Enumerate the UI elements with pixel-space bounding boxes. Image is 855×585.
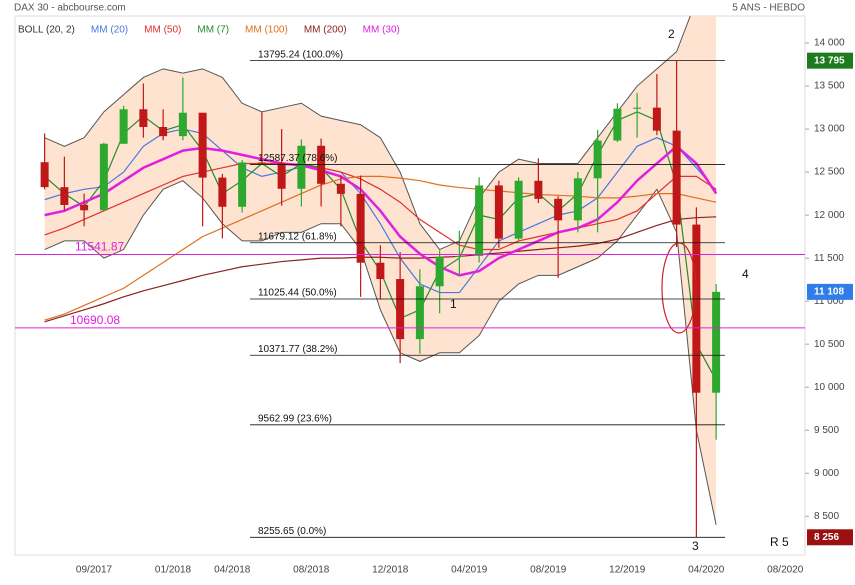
chart-title: DAX 30 - abcbourse.com [14,3,126,14]
x-tick-label: 12/2019 [609,565,646,576]
candle-body [336,183,345,194]
candle-body [40,162,49,188]
fib-label: 11025.44 (50.0%) [258,288,337,299]
x-tick-label: 08/2019 [530,565,567,576]
candle-body [376,262,385,280]
h-line-label: 11541.87 [75,240,124,254]
y-tick-label: 9 500 [814,425,839,436]
price-badge [807,52,853,69]
price-badge-label: 8 256 [814,532,839,543]
candle-body [277,163,286,189]
legend-entry: MM (50) [144,25,181,36]
bollinger-upper [44,16,691,251]
moving-average [44,144,718,277]
candle-body [415,286,424,340]
candle-body [534,180,543,199]
y-tick-label: 10 000 [814,382,845,393]
candle-body [139,109,148,128]
candle-body [633,107,642,109]
candle-body [554,198,563,221]
legend-entry: MM (200) [304,25,347,36]
y-tick-label: 13 500 [814,81,845,92]
candle-body [435,256,444,287]
candle-body [178,112,187,137]
candle-body [60,187,69,205]
candle-body [652,107,661,131]
price-badge [807,529,853,546]
y-tick-label: 10 500 [814,339,845,350]
bollinger-lower [44,180,717,525]
candle-body [198,112,207,178]
candle-body [99,143,108,211]
chart-subtitle: 5 ANS - HEBDO [732,3,805,14]
legend-entry: MM (30) [363,25,400,36]
candle-body [672,130,681,225]
candle-body [593,140,602,179]
candle-body [455,255,464,257]
x-tick-label: 09/2017 [76,565,113,576]
price-badge [807,283,853,300]
candle-body [119,109,128,144]
candle-body [396,279,405,340]
y-tick-label: 12 500 [814,167,845,178]
x-tick-label: 08/2020 [767,565,804,576]
fib-label: 13795.24 (100.0%) [258,49,343,60]
candle-body [297,145,306,189]
y-tick-label: 11 500 [814,253,844,264]
x-tick-label: 08/2018 [293,565,330,576]
candle-body [356,193,365,263]
annotation: 3 [692,539,699,553]
candle-body [238,162,247,207]
fib-label: 11679.12 (61.8%) [258,231,337,242]
moving-average [44,175,717,321]
fib-label: 10371.77 (38.2%) [258,344,338,355]
candle-body [218,177,227,207]
moving-average [44,128,717,294]
y-tick-label: 11 000 [814,296,844,307]
fib-label: 9562.99 (23.6%) [258,413,332,424]
x-tick-label: 04/2020 [688,565,725,576]
candle-body [257,162,266,164]
y-tick-label: 13 000 [814,124,845,135]
x-tick-label: 04/2018 [214,565,251,576]
x-tick-label: 01/2018 [155,565,192,576]
candle-body [573,178,582,221]
h-line-label: 10690.08 [70,313,120,327]
y-tick-label: 12 000 [814,210,845,221]
moving-average [44,162,717,251]
legend-entry: BOLL (20, 2) [18,25,75,36]
candle-body [159,127,168,137]
fib-label: 8255.65 (0.0%) [258,526,326,537]
fib-label: 12587.37 (78.6%) [258,153,338,164]
legend-entry: MM (100) [245,25,288,36]
annotation: 4 [742,267,749,281]
candle-body [613,108,622,141]
plot-frame [14,15,806,556]
candle-body [80,204,89,211]
y-tick-label: 14 000 [814,38,845,49]
annotation: R 5 [770,535,789,549]
y-tick-label: 8 500 [814,511,839,522]
x-tick-label: 12/2018 [372,565,409,576]
legend-entry: MM (20) [91,25,128,36]
price-badge-label: 11 108 [814,287,844,298]
candle-body [494,185,503,239]
x-tick-label: 04/2019 [451,565,488,576]
annotation: 1 [450,297,457,311]
legend-entry: MM (7) [197,25,229,36]
candle-body [514,180,523,239]
y-tick-label: 9 000 [814,468,839,479]
candle-body [475,185,484,256]
candle-body [692,224,701,393]
price-badge-label: 13 795 [814,55,845,66]
candle-body [712,291,721,393]
annotation: 2 [668,27,675,41]
